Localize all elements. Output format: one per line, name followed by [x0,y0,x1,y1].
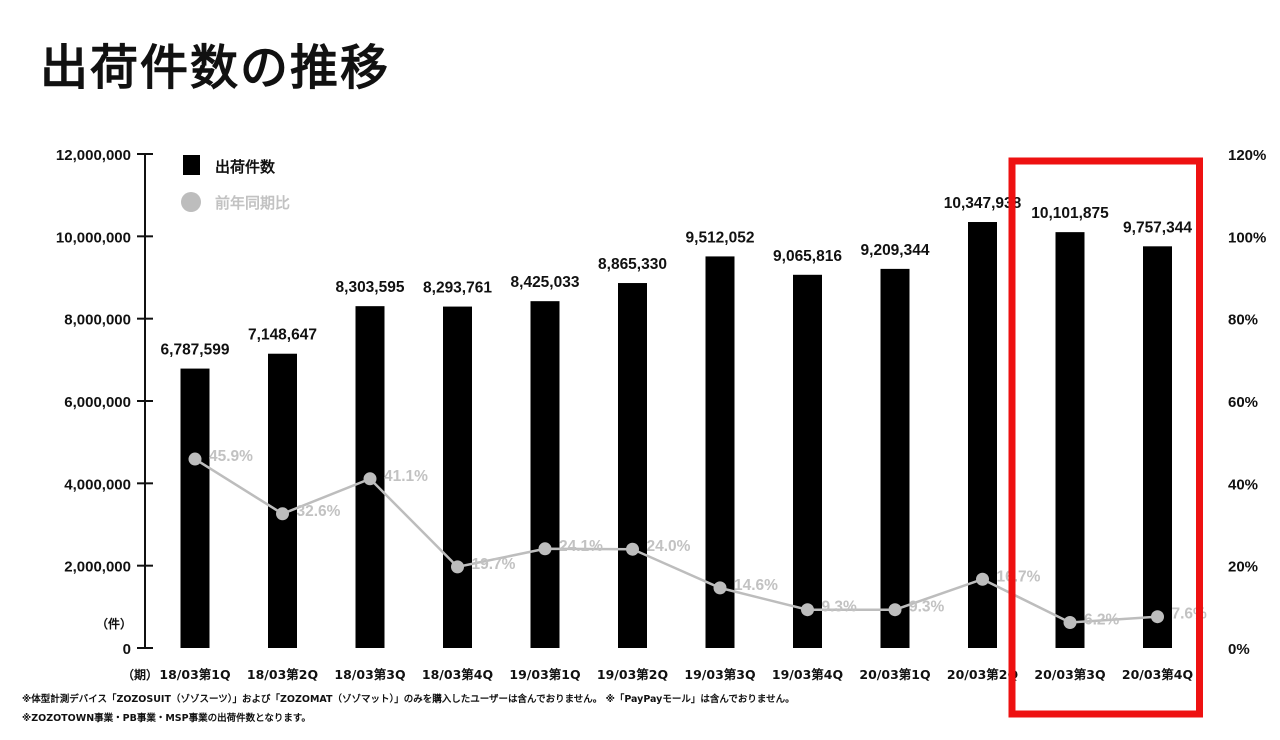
x-tick-label: 18/03第1Q [159,667,230,682]
line-point [538,542,552,556]
legend-swatch-bar [183,155,200,175]
line-value-label: 32.6% [297,503,341,520]
footnote-1: ※体型計測デバイス「ZOZOSUIT（ゾゾスーツ）」および「ZOZOMAT（ゾゾ… [22,694,795,705]
highlight-frame [1008,157,1203,718]
y-tick-label-right: 40% [1228,476,1258,493]
line-point [1151,610,1164,624]
line-value-label: 9.3% [822,599,858,616]
bar [443,306,472,648]
line-path [194,457,1158,624]
bar [618,283,647,648]
line-value-label: 14.6% [734,577,778,594]
y-tick-label-right: 0% [1228,641,1250,658]
line-value-label: 24.0% [647,538,691,555]
x-tick-label: 18/03第4Q [422,667,493,682]
x-tick-label: 18/03第2Q [247,667,318,682]
line-point [363,472,377,486]
legend-swatch-line [181,192,201,212]
y-unit-label: （件） [96,616,132,631]
line-point [1063,615,1077,629]
y-tick-label-right: 120% [1228,147,1266,164]
y-tick-label-left: 4,000,000 [64,476,131,493]
bar-value-label: 10,101,875 [1031,205,1109,222]
line-point [626,542,639,556]
legend-label-bar: 出荷件数 [215,158,276,176]
x-tick-label: 19/03第1Q [509,667,580,682]
bar [880,268,910,648]
y-tick-label-left: 8,000,000 [64,312,131,329]
x-unit-label: （期） [122,667,158,682]
line-value-label: 24.1% [559,538,603,555]
line-point [276,507,289,521]
x-tick-label: 19/03第3Q [684,667,755,682]
bar [793,274,822,648]
x-tick-label: 20/03第3Q [1034,667,1105,682]
y-tick-label-right: 100% [1228,229,1266,246]
line-point [801,603,814,617]
line-value-label: 41.1% [384,468,428,485]
y-tick-label-right: 60% [1228,394,1258,411]
bar-value-label: 9,512,052 [686,229,755,246]
highlight-rect [1008,157,1203,718]
line-value-label: 6.2% [1084,611,1120,628]
bar-value-label: 9,757,344 [1123,219,1192,236]
y-tick-label-left: 10,000,000 [56,229,131,246]
line-point [976,572,989,586]
bar-value-label: 10,347,938 [944,195,1022,212]
line-value-label: 19.7% [472,556,516,573]
bar-value-label: 9,209,344 [861,242,930,259]
bar [1055,232,1085,649]
page-title: 出荷件数の推移 [40,40,391,96]
bar-value-label: 9,065,816 [773,248,842,265]
x-tick-label: 20/03第2Q [947,667,1018,682]
y-tick-label-left: 0 [123,641,131,658]
line-point [188,452,202,466]
bar [530,301,560,648]
y-tick-label-right: 80% [1228,312,1258,329]
line-point [713,581,727,595]
line-value-label: 16.7% [997,568,1041,585]
x-tick-label: 19/03第4Q [772,667,843,682]
line-point [888,603,902,617]
data-labels: 6,787,599 7,148,647 8,303,595 8,293,761 8,42… [161,195,1208,628]
y-tick-label-left: 12,000,000 [56,147,131,164]
bar-value-label: 8,293,761 [423,280,492,297]
bar [180,368,210,648]
bar-series [180,222,1172,649]
x-tick-label: 18/03第3Q [334,667,405,682]
y-tick-label-right: 20% [1228,559,1258,576]
bar-value-label: 8,425,033 [511,274,580,291]
chart-axes: 0 2,000,000 4,000,000 6,000,000 8,000,000 10,… [56,147,1266,682]
bar-value-label: 7,148,647 [248,327,317,344]
bar [268,353,297,648]
y-tick-label-left: 6,000,000 [64,394,131,411]
x-tick-label: 20/03第4Q [1122,667,1193,682]
x-tick-label: 20/03第1Q [859,667,930,682]
bar-value-label: 8,865,330 [598,256,667,273]
bar-value-label: 6,787,599 [161,342,230,359]
line-value-label: 45.9% [209,448,253,465]
x-tick-label: 19/03第2Q [597,667,668,682]
bar [1143,246,1172,648]
y-tick-label-left: 2,000,000 [64,559,131,576]
bar-value-label: 8,303,595 [336,279,405,296]
line-series [188,452,1164,629]
footnote-2: ※ZOZOTOWN事業・PB事業・MSP事業の出荷件数となります。 [22,713,311,724]
legend-label-line: 前年同期比 [215,194,290,212]
line-value-label: 9.3% [909,599,945,616]
line-point [451,560,464,574]
